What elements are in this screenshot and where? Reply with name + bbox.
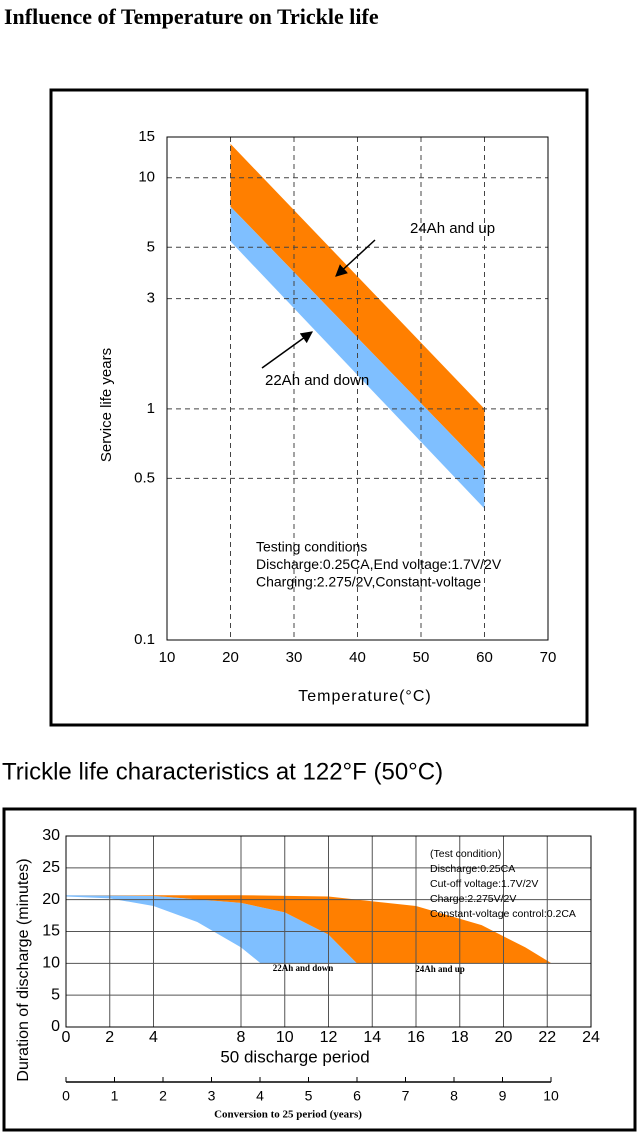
note: Charging:2.275/2V,Constant-voltage <box>256 574 481 590</box>
y-tick-label: 0.1 <box>134 631 155 648</box>
y-tick-label: 0 <box>51 1018 60 1035</box>
note: (Test condition) <box>430 848 501 860</box>
x-tick-label: 70 <box>540 649 557 666</box>
x-tick-label: 16 <box>407 1029 425 1046</box>
y-tick-label: 5 <box>147 238 155 255</box>
arrow <box>261 331 313 369</box>
x2-tick-label: 7 <box>402 1088 410 1104</box>
x2-tick-label: 6 <box>353 1088 361 1104</box>
y-tick-label: 0.5 <box>134 469 155 486</box>
x-tick-label: 14 <box>363 1029 381 1046</box>
y-tick-label: 5 <box>51 986 60 1003</box>
x2-tick-label: 2 <box>159 1088 167 1104</box>
band <box>230 143 485 469</box>
plot-frame <box>166 136 549 641</box>
x-axis-label: 50 discharge period <box>220 1047 369 1066</box>
x2-tick-label: 8 <box>450 1088 458 1104</box>
band <box>66 895 552 964</box>
plot-frame <box>65 835 592 1028</box>
x-tick-label: 18 <box>451 1029 469 1046</box>
series-label: 24Ah and up <box>410 220 495 237</box>
x-tick-label: 30 <box>286 649 303 666</box>
note: Cut-off voltage:1.7V/2V <box>430 878 538 890</box>
x-tick-label: 20 <box>495 1029 513 1046</box>
x2-axis-label: Conversion to 25 period (years) <box>214 1109 362 1121</box>
note: Discharge:0.25CA <box>430 863 515 875</box>
x-tick-label: 10 <box>276 1029 294 1046</box>
x-tick-label: 60 <box>476 649 493 666</box>
arrow <box>335 239 376 277</box>
x-tick-label: 2 <box>105 1029 114 1046</box>
y-tick-label: 15 <box>138 128 155 145</box>
x-tick-label: 10 <box>159 649 176 666</box>
chart-frame <box>49 88 589 727</box>
y-tick-label: 25 <box>42 859 60 876</box>
chart-title: Influence of Temperature on Trickle life <box>4 4 379 29</box>
chart-title: Trickle life characteristics at 122°F (5… <box>2 758 443 785</box>
x2-tick-label: 4 <box>256 1088 264 1104</box>
series-label: 24Ah and up <box>415 964 465 974</box>
y-tick-label: 10 <box>138 169 155 186</box>
x2-tick-label: 10 <box>543 1088 559 1104</box>
x2-tick-label: 0 <box>62 1088 70 1104</box>
y-axis-label: Duration of discharge (minutes) <box>15 858 32 1081</box>
y-tick-label: 15 <box>42 923 60 940</box>
chart-frame <box>2 807 637 1132</box>
x2-tick-label: 3 <box>208 1088 216 1104</box>
x-tick-label: 8 <box>237 1029 246 1046</box>
series-label: 22Ah and down <box>265 372 369 389</box>
x2-tick-label: 9 <box>499 1088 507 1104</box>
note: Testing conditions <box>256 539 367 555</box>
note: Charge:2.275V/2V <box>430 893 516 905</box>
x-tick-label: 40 <box>349 649 366 666</box>
y-tick-label: 30 <box>42 827 60 844</box>
x-tick-label: 0 <box>62 1029 71 1046</box>
y-axis-label: Service life years <box>98 348 115 462</box>
x-tick-label: 50 <box>413 649 430 666</box>
x2-tick-label: 5 <box>305 1088 313 1104</box>
x-tick-label: 12 <box>320 1029 338 1046</box>
x-tick-label: 4 <box>149 1029 158 1046</box>
series-label: 22Ah and down <box>273 963 334 973</box>
y-tick-label: 1 <box>147 400 155 417</box>
y-tick-label: 20 <box>42 891 60 908</box>
band <box>66 895 357 964</box>
x-axis-label: Temperature(°C) <box>298 688 431 705</box>
y-tick-label: 10 <box>42 955 60 972</box>
x2-tick-label: 1 <box>111 1088 119 1104</box>
x-tick-label: 22 <box>538 1029 556 1046</box>
chart-1: 10 20 30 40 50 60 70 0.1 0.5 1 3 5 10 15 Temperature(°… <box>98 128 556 705</box>
x-tick-label: 20 <box>222 649 239 666</box>
y-tick-label: 3 <box>147 290 155 307</box>
note: Constant-voltage control:0.2CA <box>430 908 576 920</box>
x-tick-label: 24 <box>582 1029 600 1046</box>
note: Discharge:0.25CA,End voltage:1.7V/2V <box>256 556 502 572</box>
